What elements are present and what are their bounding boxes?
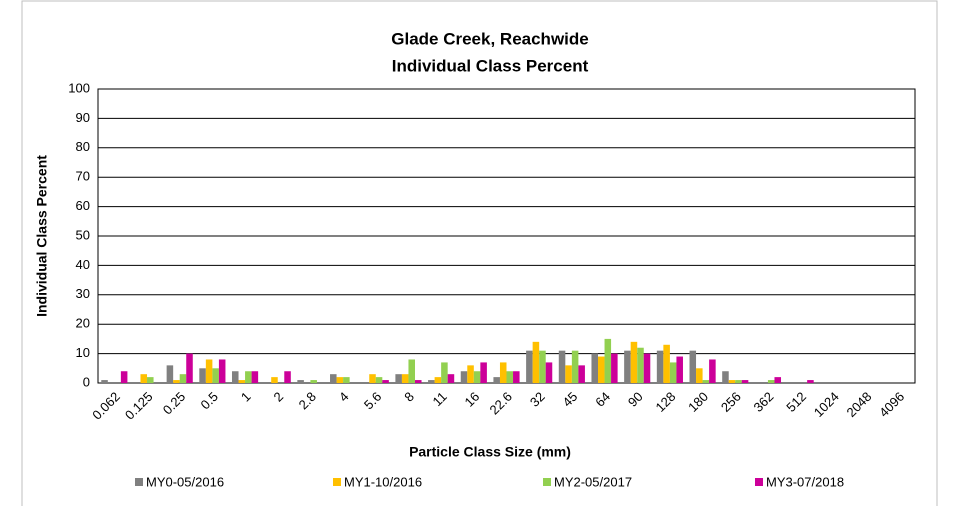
bar xyxy=(526,350,533,383)
bar xyxy=(656,350,664,383)
bar xyxy=(238,380,246,383)
legend-swatch xyxy=(135,478,143,486)
bar xyxy=(120,371,128,383)
bar xyxy=(401,374,409,383)
bar xyxy=(774,377,782,383)
bar xyxy=(343,377,350,383)
legend-label: MY0-05/2016 xyxy=(146,474,224,489)
bar xyxy=(676,356,683,383)
bar xyxy=(571,350,579,383)
chart-frame xyxy=(21,0,938,506)
bar xyxy=(669,362,677,383)
bar xyxy=(493,377,500,383)
bar xyxy=(140,374,148,383)
chart-subtitle: Individual Class Percent xyxy=(392,56,589,75)
bar xyxy=(231,371,239,383)
bar xyxy=(218,359,226,383)
bar xyxy=(735,380,742,383)
bar xyxy=(166,365,174,383)
bar xyxy=(199,368,206,383)
y-tick-label: 20 xyxy=(76,316,90,331)
bar xyxy=(395,374,402,383)
legend-label: MY3-07/2018 xyxy=(766,474,844,489)
y-tick-label: 60 xyxy=(76,198,90,213)
bar xyxy=(147,377,154,383)
bar xyxy=(558,350,566,383)
bar xyxy=(336,377,344,383)
y-tick-label: 100 xyxy=(68,80,90,95)
bar xyxy=(630,341,638,383)
y-tick-label: 10 xyxy=(76,345,90,360)
bar xyxy=(604,338,612,383)
bar xyxy=(447,374,455,383)
bar xyxy=(728,380,736,383)
bar xyxy=(101,380,108,383)
bar xyxy=(598,356,605,383)
bar xyxy=(473,371,481,383)
bar xyxy=(741,380,749,383)
y-tick-label: 30 xyxy=(76,286,90,301)
bar xyxy=(506,371,514,383)
bar xyxy=(245,371,252,383)
bar xyxy=(545,362,553,383)
bar xyxy=(702,380,710,383)
bar xyxy=(173,380,180,383)
bar xyxy=(212,368,219,383)
bar xyxy=(689,350,697,383)
bar xyxy=(611,353,618,383)
bar xyxy=(382,380,389,383)
bar xyxy=(480,362,487,383)
chart-title: Glade Creek, Reachwide xyxy=(391,29,588,48)
bar xyxy=(709,359,716,383)
y-tick-label: 90 xyxy=(76,110,90,125)
y-tick-label: 50 xyxy=(76,227,90,242)
x-axis-title: Particle Class Size (mm) xyxy=(409,444,571,460)
y-tick-label: 70 xyxy=(76,169,90,184)
y-tick-label: 0 xyxy=(83,374,90,389)
bar xyxy=(565,365,572,383)
bar xyxy=(205,359,213,383)
y-axis-title: Individual Class Percent xyxy=(34,155,50,317)
bar xyxy=(408,359,415,383)
bar xyxy=(663,344,670,383)
bar xyxy=(414,380,422,383)
bar xyxy=(310,380,317,383)
bar xyxy=(434,377,442,383)
bar xyxy=(179,374,187,383)
bar xyxy=(624,350,631,383)
bar xyxy=(271,377,278,383)
bar xyxy=(251,371,259,383)
bar xyxy=(591,353,599,383)
bar xyxy=(369,374,376,383)
legend-label: MY2-05/2017 xyxy=(554,474,632,489)
bar xyxy=(637,347,644,383)
legend-swatch xyxy=(755,478,763,486)
bar xyxy=(539,350,546,383)
bar xyxy=(767,380,775,383)
bar xyxy=(499,362,507,383)
bar xyxy=(513,371,520,383)
bar xyxy=(284,371,291,383)
bar xyxy=(186,353,193,383)
legend-swatch xyxy=(333,478,341,486)
bar xyxy=(467,365,474,383)
bar xyxy=(643,353,651,383)
bar xyxy=(532,341,540,383)
bar xyxy=(330,374,337,383)
bar xyxy=(696,368,703,383)
bar xyxy=(428,380,435,383)
bar xyxy=(578,365,585,383)
legend-swatch xyxy=(543,478,551,486)
legend-label: MY1-10/2016 xyxy=(344,474,422,489)
bar xyxy=(722,371,729,383)
bar xyxy=(460,371,468,383)
bar xyxy=(297,380,304,383)
bar xyxy=(375,377,383,383)
y-tick-label: 40 xyxy=(76,257,90,272)
bar xyxy=(441,362,448,383)
y-tick-label: 80 xyxy=(76,139,90,154)
bar xyxy=(807,380,814,383)
